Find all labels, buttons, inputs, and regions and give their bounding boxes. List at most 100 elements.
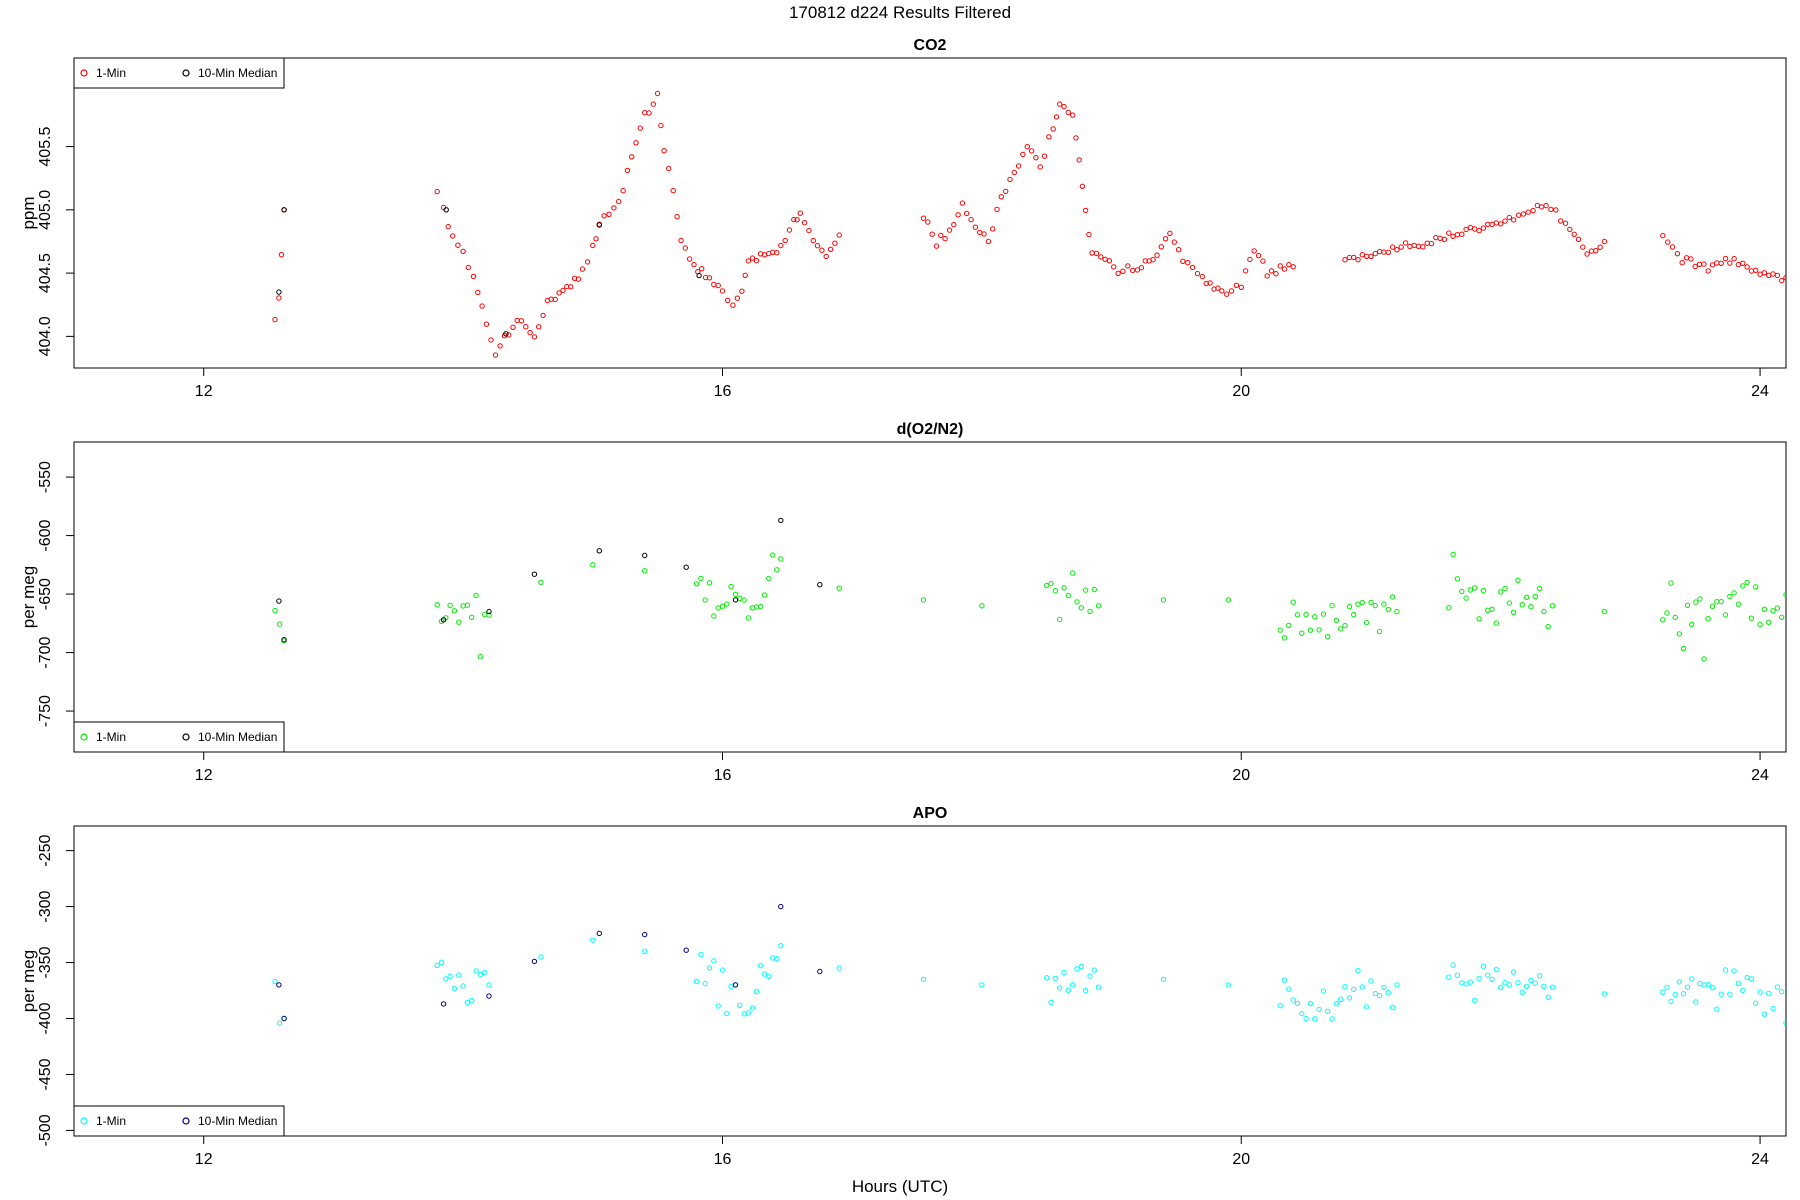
y-tick-label: 405.5 (37, 126, 54, 166)
y-axis-label: per meg (19, 950, 38, 1012)
data-point (1389, 244, 1396, 250)
data-point (725, 297, 731, 303)
data-point (786, 227, 793, 233)
data-point (470, 273, 477, 280)
data-point (742, 272, 748, 278)
data-point (1485, 221, 1491, 228)
data-point (678, 237, 684, 244)
data-point (920, 597, 927, 603)
data-point (1381, 984, 1387, 991)
data-point (443, 207, 449, 213)
data-point (1074, 966, 1080, 972)
data-point (1783, 275, 1786, 281)
data-point (1510, 969, 1517, 975)
data-point (1748, 976, 1755, 982)
data-point (1134, 267, 1141, 273)
data-point (817, 968, 823, 975)
data-point (1463, 981, 1469, 987)
data-point (606, 211, 612, 218)
data-point (1788, 279, 1792, 283)
data-point (1545, 994, 1551, 1000)
data-point (1472, 997, 1478, 1003)
data-point (1095, 984, 1102, 990)
data-point (1065, 109, 1072, 116)
data-point (482, 611, 488, 618)
data-point (1078, 963, 1085, 970)
data-point (1770, 271, 1776, 277)
x-tick-label: 20 (1232, 383, 1250, 400)
data-point (1761, 270, 1768, 276)
data-point (590, 937, 596, 943)
x-tick-label: 20 (1232, 767, 1250, 784)
data-point (434, 188, 440, 195)
data-point (492, 352, 499, 358)
data-point (1498, 589, 1504, 595)
data-point (1489, 221, 1495, 228)
data-point (686, 256, 693, 262)
data-point (486, 608, 492, 615)
data-point (1601, 991, 1608, 997)
data-point (503, 331, 509, 337)
data-point (977, 229, 983, 236)
data-point (661, 148, 667, 154)
data-point (1342, 257, 1348, 263)
data-point (281, 637, 287, 643)
data-point (272, 978, 278, 985)
data-point (1290, 264, 1296, 270)
y-tick-label: -600 (37, 519, 54, 551)
data-point (741, 597, 747, 603)
data-point (1260, 258, 1266, 264)
data-point (1286, 261, 1292, 268)
data-point (797, 210, 803, 216)
data-point (674, 214, 680, 220)
data-point (527, 329, 533, 336)
data-point (719, 967, 726, 973)
data-point (682, 245, 688, 251)
data-point (456, 972, 462, 978)
data-point (683, 947, 689, 953)
data-point (791, 216, 797, 223)
data-point (1433, 234, 1439, 241)
data-point (1575, 236, 1582, 243)
data-point (711, 613, 717, 619)
legend-label: 10-Min Median (198, 1114, 277, 1128)
data-point (832, 240, 838, 246)
data-point (1588, 248, 1595, 254)
data-point (552, 296, 558, 303)
data-point (728, 584, 734, 590)
data-point (447, 602, 453, 609)
data-point (1519, 989, 1526, 996)
data-point (1530, 207, 1536, 214)
legend-box (73, 721, 285, 753)
data-point (1718, 260, 1724, 266)
data-point (1087, 608, 1093, 615)
data-point (1562, 220, 1569, 226)
data-point (1748, 615, 1755, 621)
data-point (1459, 231, 1465, 237)
data-point (518, 318, 525, 324)
x-tick-label: 16 (714, 1151, 732, 1168)
data-point (1519, 602, 1526, 608)
data-point (1571, 231, 1577, 238)
data-point (276, 1020, 283, 1026)
data-point (1338, 626, 1344, 632)
data-point (778, 556, 784, 562)
data-point (706, 965, 713, 971)
data-point (1154, 252, 1160, 258)
data-point (1394, 982, 1400, 988)
data-point (1385, 606, 1392, 613)
data-point (1199, 273, 1206, 280)
data-point (1672, 614, 1678, 621)
data-point (276, 289, 282, 295)
data-point (706, 275, 713, 281)
data-point (1355, 601, 1361, 607)
data-point (1238, 284, 1245, 290)
data-point (1338, 996, 1344, 1002)
data-point (1106, 258, 1113, 264)
data-point (1523, 594, 1530, 600)
data-point (1185, 259, 1191, 266)
data-point (1052, 588, 1059, 594)
data-point (1515, 212, 1522, 218)
data-point (1714, 599, 1720, 605)
data-point (443, 976, 449, 982)
